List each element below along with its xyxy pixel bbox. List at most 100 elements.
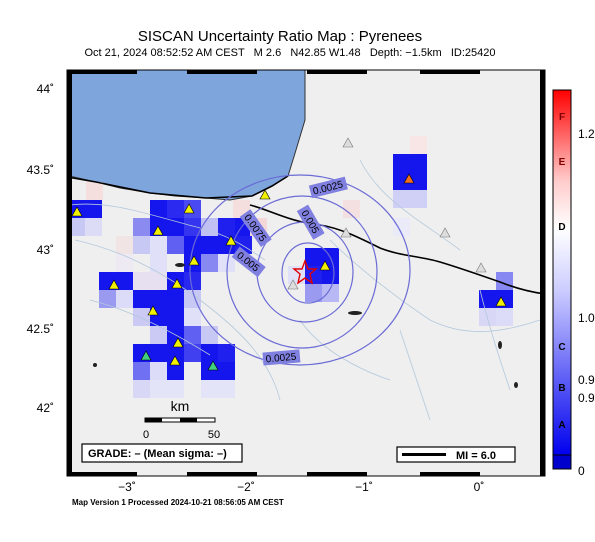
colorbar-value: 0.9: [578, 373, 595, 387]
grid-cell: [150, 272, 167, 290]
lat-label: 44˚: [37, 82, 54, 96]
station-triangle-icon: [169, 355, 181, 366]
stations: [71, 137, 507, 371]
grid-cell: [184, 308, 201, 326]
grid-cell: [410, 190, 427, 208]
grid-cell: [201, 344, 218, 362]
grid-cell: [305, 266, 322, 284]
frame-ticks: [67, 70, 545, 476]
grid-cell: [288, 266, 305, 284]
grid-cell: [85, 200, 102, 218]
grid-cell: [167, 362, 184, 380]
grid-cell: [167, 200, 184, 218]
lat-label: 42.5˚: [27, 322, 54, 336]
station-triangle-icon: [207, 360, 219, 371]
station-triangle-icon: [171, 278, 183, 289]
lon-label: −3˚: [118, 480, 136, 494]
grid-cell: [133, 236, 150, 254]
colorbar: F E D C B A 1.2 1.0 0.9 0.9 0: [552, 89, 595, 478]
station-triangle-icon: [152, 225, 164, 236]
sea-area: [67, 70, 306, 201]
grid-cell: [218, 380, 235, 398]
grid-cell: [133, 218, 150, 236]
grid-cell: [218, 254, 235, 272]
grid-cell: [479, 290, 496, 308]
lat-label: 43˚: [37, 243, 54, 257]
uncertainty-grid: [68, 136, 513, 398]
grid-cell: [133, 290, 150, 308]
station-triangle-icon: [147, 305, 159, 316]
colorbar-value: 0.9: [578, 391, 595, 405]
grid-cell: [150, 236, 167, 254]
grid-cell: [116, 272, 133, 290]
mi-box: MI = 6.0: [396, 446, 516, 463]
scale-end: 50: [208, 429, 220, 441]
grid-cell: [201, 218, 218, 236]
grid-cell: [218, 362, 235, 380]
grid-cell: [167, 308, 184, 326]
station-triangle-icon: [140, 350, 152, 361]
grid-cell: [393, 218, 410, 236]
grid-cell: [393, 190, 410, 208]
reservoirs: [93, 263, 518, 388]
grid-cell: [133, 362, 150, 380]
grid-cell: [410, 154, 427, 172]
station-triangle-icon: [287, 279, 299, 290]
station-triangle-icon: [475, 262, 487, 273]
grid-cell: [133, 380, 150, 398]
station-triangle-icon: [108, 279, 120, 290]
grid-cell: [184, 200, 201, 218]
grid-cell: [393, 154, 410, 172]
grid-cell: [201, 362, 218, 380]
grade-text: GRADE: – (Mean sigma: –): [88, 448, 227, 460]
scale-unit: km: [171, 398, 190, 414]
grid-cell: [68, 218, 85, 236]
station-triangle-icon: [342, 137, 354, 148]
grid-cell: [410, 172, 427, 190]
grid-cell: [184, 218, 201, 236]
event-info: Oct 21, 2024 08:52:52 AM CEST M 2.6 N42.…: [84, 47, 496, 59]
station-triangle-icon: [225, 235, 237, 246]
station-triangle-icon: [188, 255, 200, 266]
lon-label: −1˚: [355, 480, 373, 494]
colorbar-value: 1.0: [578, 311, 595, 325]
grid-cell: [133, 272, 150, 290]
grid-cell: [116, 236, 133, 254]
grid-cell: [150, 200, 167, 218]
grid-cell: [305, 284, 322, 302]
lat-label: 43.5˚: [27, 163, 54, 177]
grid-cell: [393, 172, 410, 190]
lon-label: −2˚: [237, 480, 255, 494]
grid-cell: [86, 182, 103, 200]
grid-cell: [167, 290, 184, 308]
latitude-labels: 44˚ 43.5˚ 43˚ 42.5˚ 42˚: [27, 82, 54, 415]
colorbar-value: 1.2: [578, 127, 595, 141]
grid-cell: [184, 236, 201, 254]
colorbar-letter: F: [559, 112, 565, 123]
colorbar-value: 0: [578, 464, 585, 478]
grid-cell: [116, 290, 133, 308]
grid-cell: [150, 326, 167, 344]
station-triangle-icon: [183, 203, 195, 214]
station-triangle-icon: [340, 227, 352, 238]
station-triangle-icon: [439, 227, 451, 238]
grid-cell: [201, 380, 218, 398]
grid-cell: [150, 290, 167, 308]
grid-cell: [167, 218, 184, 236]
grid-cell: [150, 344, 167, 362]
footer-processed: Map Version 1 Processed 2024-10-21 08:56…: [72, 498, 284, 507]
grid-cell: [218, 344, 235, 362]
colorbar-letter: E: [559, 157, 566, 168]
grid-cell: [343, 200, 360, 218]
grid-cell: [133, 308, 150, 326]
colorbar-letter: B: [558, 383, 565, 394]
grade-box: GRADE: – (Mean sigma: –): [81, 443, 243, 463]
grid-cell: [410, 136, 427, 154]
grid-cell: [150, 362, 167, 380]
longitude-labels: −3˚ −2˚ −1˚ 0˚: [118, 480, 484, 494]
station-triangle-icon: [172, 337, 184, 348]
contour-label-5: 0.0025: [265, 352, 297, 366]
grid-cell: [184, 326, 201, 344]
lon-label: 0˚: [474, 480, 485, 494]
